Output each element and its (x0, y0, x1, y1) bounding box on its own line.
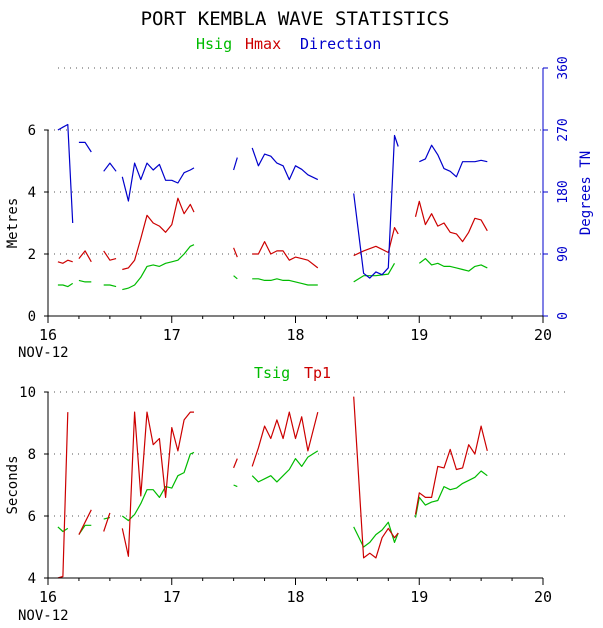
series-direction-segment (78, 141, 92, 153)
series-tsig-segment (57, 526, 69, 533)
y-tick-label: 6 (28, 509, 36, 525)
series-tsig-segment (121, 451, 195, 522)
series-hmax-line (57, 197, 488, 271)
series-hmax-segment (103, 250, 117, 261)
series-hsig-segment (233, 275, 238, 280)
y-tick-label: 10 (19, 385, 36, 401)
series-hsig-segment (78, 279, 92, 283)
series-tp1-segment (353, 396, 399, 559)
y-tick-label: 0 (28, 309, 36, 325)
legend-tp1: Tp1 (304, 364, 331, 382)
bottom-grid (48, 391, 565, 517)
top-xlabel: NOV-12 (18, 345, 69, 361)
series-tsig-segment (251, 450, 319, 483)
series-hsig-segment (122, 244, 195, 291)
series-hsig-segment (353, 263, 396, 283)
series-hsig-segment (418, 258, 488, 272)
series-hmax-segment (252, 241, 319, 269)
bottom-ylabel: Seconds (5, 455, 21, 514)
bottom-series (57, 396, 488, 579)
series-tsig-segment (103, 516, 111, 520)
bottom-ticks: 4 6 8 10 16 17 18 19 20 (19, 385, 552, 606)
series-direction-segment (419, 144, 488, 178)
legend-tsig: Tsig (254, 364, 290, 382)
series-hmax-segment (353, 227, 399, 257)
series-tp1-segment (233, 458, 238, 469)
bottom-xlabel: NOV-12 (18, 608, 69, 624)
series-tp1-segment (251, 411, 319, 467)
x-tick-label: 17 (163, 326, 181, 344)
x-tick-label: 16 (39, 326, 57, 344)
chart-title: PORT KEMBLA WAVE STATISTICS (141, 8, 450, 30)
series-direction-segment (353, 134, 399, 279)
y2-tick-label: 360 (556, 56, 571, 79)
series-tsig-segment (353, 521, 399, 548)
top-ylabel: Metres (5, 198, 21, 249)
top-ticks: 0 2 4 6 0 90 180 270 360 16 17 18 19 20 (28, 56, 571, 344)
series-direction-line (57, 123, 488, 279)
x-tick-label: 19 (410, 588, 428, 606)
series-hmax-segment (57, 259, 73, 264)
x-tick-label: 16 (39, 588, 57, 606)
legend-top: Hsig Hmax Direction (196, 35, 381, 53)
series-hmax-segment (122, 197, 195, 271)
x-tick-label: 18 (286, 326, 304, 344)
series-tsig-segment (233, 484, 238, 488)
series-tp1-line (57, 396, 488, 579)
series-direction-segment (103, 162, 117, 172)
x-tick-label: 18 (286, 588, 304, 606)
series-tp1-segment (57, 412, 69, 579)
series-hsig-segment (103, 284, 117, 288)
y-tick-label: 8 (28, 447, 36, 463)
series-tp1-segment (103, 512, 111, 532)
series-tp1-segment (121, 411, 194, 557)
y2-tick-label: 270 (556, 118, 571, 141)
top-series (57, 123, 488, 291)
legend-hmax: Hmax (245, 35, 281, 53)
y2-tick-label: 90 (556, 246, 571, 262)
y-tick-label: 6 (28, 123, 36, 139)
x-tick-label: 19 (410, 326, 428, 344)
x-tick-label: 20 (534, 588, 552, 606)
series-hsig-segment (252, 278, 318, 286)
series-hsig-segment (57, 282, 74, 288)
series-tp1-segment (414, 425, 488, 515)
series-direction-segment (233, 157, 238, 171)
legend-hsig: Hsig (196, 35, 232, 53)
legend-bottom: Tsig Tp1 (254, 364, 331, 382)
x-tick-label: 17 (163, 588, 181, 606)
series-direction-segment (121, 162, 195, 202)
series-hmax-segment (414, 200, 488, 243)
y2-tick-label: 180 (556, 180, 571, 203)
series-tp1-segment (78, 509, 92, 535)
x-tick-label: 20 (534, 326, 552, 344)
y-tick-label: 4 (28, 571, 36, 587)
wave-period-panel: 4 6 8 10 16 17 18 19 20 Seconds NOV-12 (5, 385, 565, 624)
series-direction-segment (57, 123, 74, 224)
series-tsig-line (57, 450, 488, 548)
series-direction-segment (251, 147, 319, 181)
y2-tick-label: 0 (556, 312, 571, 320)
series-tsig-segment (414, 470, 488, 518)
y-tick-label: 2 (28, 247, 36, 263)
series-hmax-segment (78, 250, 92, 263)
series-hsig-line (57, 244, 488, 291)
y-tick-label: 4 (28, 185, 36, 201)
series-hmax-segment (233, 247, 238, 258)
top-grid (48, 67, 543, 255)
top-y2label: Degrees TN (578, 151, 594, 235)
legend-direction: Direction (300, 35, 381, 53)
wave-height-panel: 0 2 4 6 0 90 180 270 360 16 17 18 19 20 Metres Degree… (5, 56, 594, 361)
